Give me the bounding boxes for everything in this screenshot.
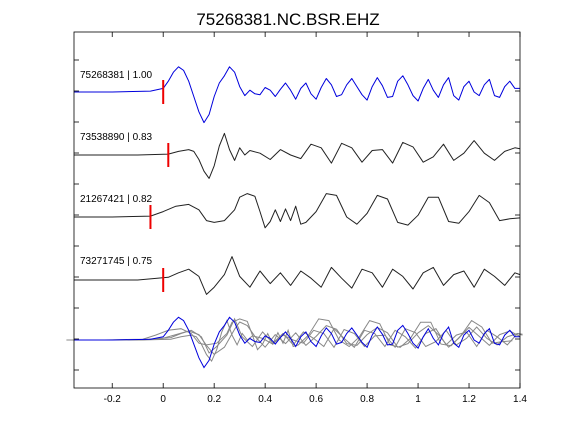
y-axis-ticks — [74, 59, 520, 371]
x-tick-label-1: 0 — [160, 394, 166, 405]
x-tick-label-2: 0.2 — [207, 394, 221, 405]
x-axis: -0.2 0 0.2 0.4 0.6 0.8 1 1.2 1.4 — [104, 32, 527, 405]
axes-frame — [73, 31, 521, 389]
trace-line-0 — [74, 66, 520, 124]
plot-area: 75268381 | 1.00 73538890 | 0.83 21267421 |… — [66, 66, 523, 369]
trace-label-3: 73271745 | 0.75 — [80, 256, 153, 267]
x-tick-label-5: 0.8 — [360, 394, 374, 405]
trace-line-3 — [74, 256, 521, 295]
overlay-line-0 — [74, 316, 520, 369]
x-tick-label-0: -0.2 — [104, 394, 122, 405]
overlay-line-2 — [66, 318, 513, 351]
trace-label-1: 73538890 | 0.83 — [80, 132, 153, 143]
trace-line-2 — [74, 193, 521, 229]
x-tick-label-6: 1 — [415, 394, 421, 405]
trace-label-2: 21267421 | 0.82 — [80, 194, 153, 205]
chart-title: 75268381.NC.BSR.EHZ — [196, 10, 379, 29]
trace-line-1 — [74, 132, 521, 179]
x-tick-label-4: 0.6 — [309, 394, 323, 405]
x-tick-label-3: 0.4 — [258, 394, 272, 405]
trace-label-0: 75268381 | 1.00 — [80, 70, 153, 81]
x-tick-label-7: 1.2 — [462, 394, 476, 405]
x-tick-label-8: 1.4 — [513, 394, 527, 405]
overlay-line-3 — [76, 317, 523, 354]
